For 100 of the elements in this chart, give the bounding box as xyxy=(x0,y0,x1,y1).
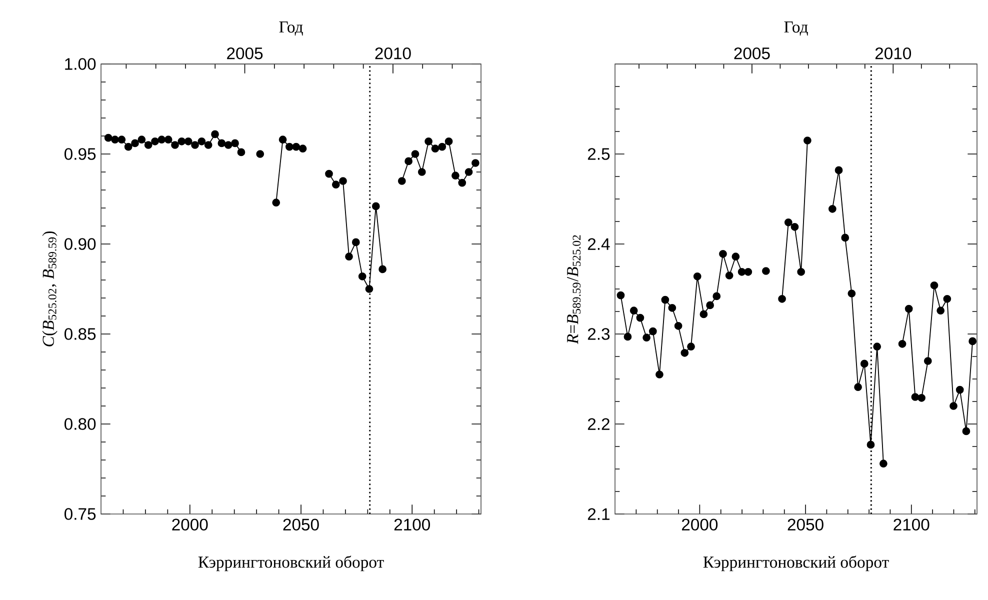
point xyxy=(158,136,166,144)
point xyxy=(218,139,226,148)
point xyxy=(962,427,970,436)
y-tick-label: 2.1 xyxy=(588,508,610,520)
point xyxy=(272,198,280,207)
y-tick-label: 2.2 xyxy=(588,418,610,430)
point xyxy=(418,168,426,176)
x-tick-label: 2000 xyxy=(172,518,208,531)
point xyxy=(784,218,792,226)
y-tick-label: 2.3 xyxy=(588,328,610,340)
point xyxy=(144,141,152,149)
point xyxy=(231,139,239,148)
point xyxy=(111,136,119,144)
point xyxy=(191,141,199,149)
point xyxy=(372,202,380,210)
point xyxy=(904,304,913,313)
point xyxy=(866,440,875,449)
y-tick-label: 2.5 xyxy=(588,148,610,160)
y-tick-label: 0.75 xyxy=(64,508,96,520)
x-tick-label: 2050 xyxy=(788,518,824,531)
point xyxy=(828,204,836,213)
point xyxy=(118,136,126,144)
point xyxy=(171,141,179,149)
y-axis-title: C(B$_{525.02}$, B$_{589.59}$) xyxy=(42,231,58,346)
y-tick-label: 2.4 xyxy=(588,238,610,250)
point xyxy=(452,172,460,180)
x2-tick-label: 2005 xyxy=(227,47,263,60)
point xyxy=(237,148,246,156)
point xyxy=(124,142,132,151)
point xyxy=(898,340,906,348)
point xyxy=(918,394,926,402)
point xyxy=(924,357,932,365)
point xyxy=(668,304,676,312)
point xyxy=(738,268,746,276)
point xyxy=(968,337,976,346)
point xyxy=(624,332,632,341)
point xyxy=(224,141,232,149)
point xyxy=(834,166,843,174)
x2-tick-label: 2010 xyxy=(875,47,912,60)
point xyxy=(873,342,882,351)
point xyxy=(790,222,799,231)
point xyxy=(719,250,727,258)
point xyxy=(642,334,650,342)
point xyxy=(358,272,366,280)
point xyxy=(797,268,806,276)
y-axis-title: R=B$_{589.59}$/B$_{525.02}$ xyxy=(567,235,581,344)
x-tick-label: 2000 xyxy=(682,518,718,531)
y-tick-label: 0.90 xyxy=(64,238,96,250)
point xyxy=(950,402,958,410)
point xyxy=(444,137,453,146)
x-tick-label: 2100 xyxy=(394,518,430,531)
point xyxy=(680,348,689,357)
point xyxy=(674,322,682,330)
point xyxy=(178,137,186,146)
point xyxy=(956,386,964,394)
point xyxy=(278,136,287,144)
point xyxy=(687,342,695,351)
point xyxy=(930,281,938,290)
point xyxy=(151,137,159,146)
point xyxy=(706,301,714,310)
point xyxy=(732,252,740,261)
point xyxy=(911,393,920,401)
point xyxy=(630,306,638,315)
point xyxy=(365,285,374,293)
y-tick-label: 0.95 xyxy=(64,148,96,160)
x-tick-label: 2100 xyxy=(894,518,930,531)
x-axis-title: Кэррингтоновский оборот xyxy=(703,556,889,572)
point xyxy=(332,180,340,189)
y-tick-label: 0.85 xyxy=(64,328,96,340)
point xyxy=(352,238,360,246)
point xyxy=(411,150,420,158)
point xyxy=(431,144,440,153)
point xyxy=(325,170,333,178)
point xyxy=(424,137,432,146)
y-tick-label: 1.00 xyxy=(65,58,96,70)
point xyxy=(943,294,952,303)
point xyxy=(648,327,657,336)
point xyxy=(854,383,862,392)
point xyxy=(712,292,721,300)
x-axis-title: Кэррингтоновский оборот xyxy=(198,556,384,572)
point xyxy=(104,134,112,142)
point xyxy=(700,310,708,318)
point xyxy=(725,272,734,280)
point xyxy=(286,142,294,151)
point xyxy=(345,252,353,261)
point xyxy=(398,177,406,185)
point xyxy=(860,360,868,368)
x2-axis-title: Год xyxy=(279,22,303,36)
point xyxy=(138,136,146,144)
point xyxy=(661,296,670,304)
point xyxy=(616,291,625,300)
point xyxy=(458,178,466,187)
x2-tick-label: 2010 xyxy=(375,47,411,60)
point xyxy=(204,141,212,149)
point xyxy=(762,267,770,275)
point xyxy=(472,159,480,167)
point xyxy=(256,150,264,158)
point xyxy=(292,142,300,151)
point xyxy=(211,130,219,138)
point xyxy=(804,136,812,144)
